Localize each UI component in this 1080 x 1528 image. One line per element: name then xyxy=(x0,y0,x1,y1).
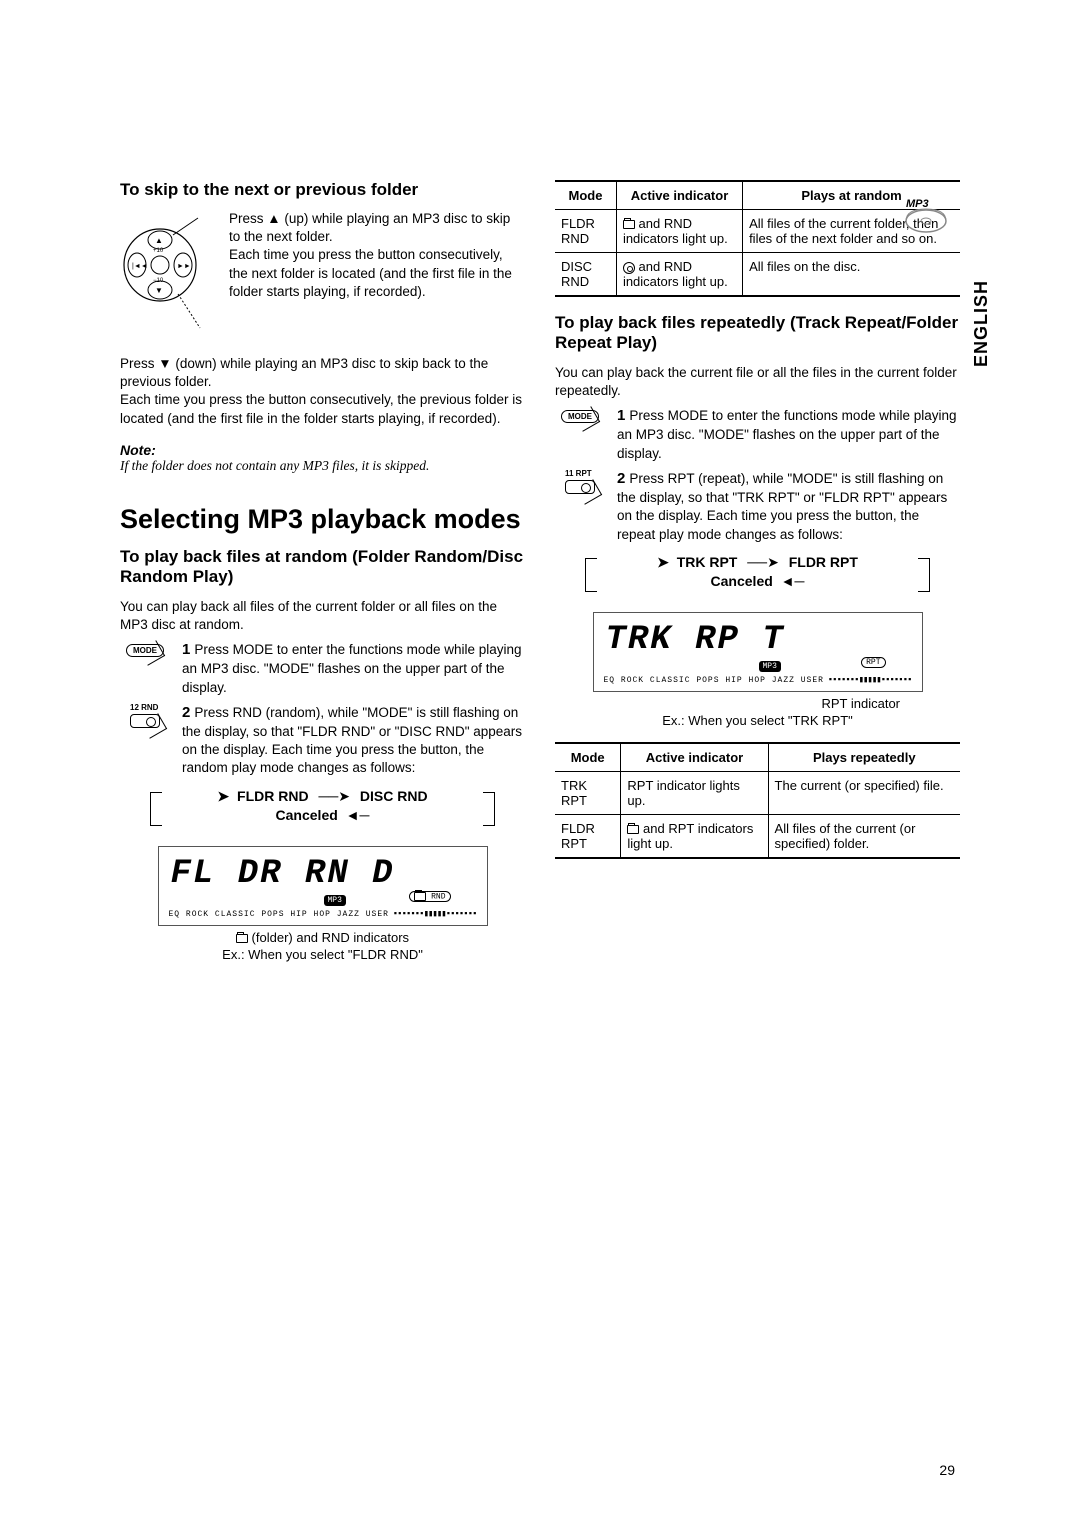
display-main-rpt: TRK RP T xyxy=(606,621,785,659)
right-column: Mode Active indicator Plays at random FL… xyxy=(555,180,960,962)
repeat-flow: ➤ TRK RPT ──➤ FLDR RPT Canceled ◄─ xyxy=(555,554,960,604)
flow-cancel-right: Canceled xyxy=(711,573,773,589)
t1-r0c0: FLDR RND xyxy=(555,210,616,253)
random-flow: ➤ FLDR RND ──➤ DISC RND Canceled ◄─ xyxy=(120,788,525,838)
t2-r1c1: and RPT indicators light up. xyxy=(621,814,768,858)
display-main-rnd: FL DR RN D xyxy=(171,855,395,893)
random-step1-text: Press MODE to enter the functions mode w… xyxy=(182,642,522,694)
note-text: If the folder does not contain any MP3 f… xyxy=(120,458,525,474)
flow-fldr-rnd: FLDR RND xyxy=(237,788,309,804)
skip-text-3: Press ▼ (down) while playing an MP3 disc… xyxy=(120,355,525,391)
t1-h2: Active indicator xyxy=(616,181,742,210)
display-dots-2: ▪▪▪▪▪▪▪▮▮▮▮▮▪▪▪▪▪▪▪ xyxy=(828,675,912,685)
t2-r0c1: RPT indicator lights up. xyxy=(621,771,768,814)
t2-r0c0: TRK RPT xyxy=(555,771,621,814)
repeat-step2-text: Press RPT (repeat), while "MODE" is stil… xyxy=(617,471,947,542)
t2-r1c0: FLDR RPT xyxy=(555,814,621,858)
display-mp3-badge-2: MP3 xyxy=(759,661,781,672)
t2-r1c2: All files of the current (or specified) … xyxy=(768,814,960,858)
btn12-label: 12 RND xyxy=(130,703,160,712)
random-step2-text: Press RND (random), while "MODE" is stil… xyxy=(182,705,522,776)
display-panel-rnd: FL DR RN D MP3 RND EQ ROCK CLASSIC POPS … xyxy=(158,846,488,926)
t1-r1c2: All files on the disc. xyxy=(743,253,960,297)
flow-cancel-left: Canceled xyxy=(276,807,338,823)
flow-disc-rnd: DISC RND xyxy=(360,788,428,804)
display-eq-row-2: EQ ROCK CLASSIC POPS HIP HOP JAZZ USER xyxy=(604,676,824,685)
display-dots: ▪▪▪▪▪▪▪▮▮▮▮▮▪▪▪▪▪▪▪ xyxy=(393,909,477,919)
display-rpt-indicator: RPT xyxy=(861,657,885,668)
t2-h3: Plays repeatedly xyxy=(768,743,960,772)
repeat-intro: You can play back the current file or al… xyxy=(555,364,960,400)
rnd-button-icon: 12 RND xyxy=(120,703,170,778)
main-heading: Selecting MP3 playback modes xyxy=(120,504,525,535)
repeat-step-1: MODE 1Press MODE to enter the functions … xyxy=(555,406,960,463)
flow-fldr-rpt: FLDR RPT xyxy=(789,554,858,570)
skip-text-2: Each time you press the button consecuti… xyxy=(229,246,525,301)
skip-heading: To skip to the next or previous folder xyxy=(120,180,525,200)
random-intro: You can play back all files of the curre… xyxy=(120,598,525,634)
mode-button-icon: MODE xyxy=(120,640,170,697)
page-content: To skip to the next or previous folder ▲… xyxy=(120,180,960,962)
svg-text:|◄◄: |◄◄ xyxy=(132,263,148,270)
language-tab: ENGLISH xyxy=(971,280,992,367)
t1-r1c0: DISC RND xyxy=(555,253,616,297)
svg-text:▲: ▲ xyxy=(155,236,163,245)
caption-rnd-2: Ex.: When you select "FLDR RND" xyxy=(120,947,525,962)
t1-r1c1: and RND indicators light up. xyxy=(616,253,742,297)
svg-text:+10: +10 xyxy=(153,248,164,254)
repeat-step-2: 11 RPT 2Press RPT (repeat), while "MODE"… xyxy=(555,469,960,544)
rpt-button-icon: 11 RPT xyxy=(555,469,605,544)
dpad-diagram: ▲ +10 ▼ −10 |◄◄ ►►| xyxy=(120,210,215,345)
svg-text:►►|: ►►| xyxy=(177,263,193,270)
display-eq-row: EQ ROCK CLASSIC POPS HIP HOP JAZZ USER xyxy=(169,910,389,919)
skip-text-4: Each time you press the button consecuti… xyxy=(120,391,525,427)
t1-h1: Mode xyxy=(555,181,616,210)
repeat-step1-text: Press MODE to enter the functions mode w… xyxy=(617,408,957,460)
repeat-heading: To play back files repeatedly (Track Rep… xyxy=(555,313,960,354)
svg-text:▼: ▼ xyxy=(155,286,163,295)
note-label: Note: xyxy=(120,442,525,458)
skip-text-1: Press ▲ (up) while playing an MP3 disc t… xyxy=(229,210,525,246)
display-mp3-badge: MP3 xyxy=(324,895,346,906)
skip-text-block: Press ▲ (up) while playing an MP3 disc t… xyxy=(229,210,525,345)
caption-rpt-2: Ex.: When you select "TRK RPT" xyxy=(555,713,960,728)
random-step-2: 12 RND 2Press RND (random), while "MODE"… xyxy=(120,703,525,778)
random-heading: To play back files at random (Folder Ran… xyxy=(120,547,525,588)
svg-text:MP3: MP3 xyxy=(906,198,929,210)
t1-r0c1: and RND indicators light up. xyxy=(616,210,742,253)
flow-trk-rpt: TRK RPT xyxy=(677,554,738,570)
display-rnd-indicator: RND xyxy=(409,891,450,903)
t2-h1: Mode xyxy=(555,743,621,772)
skip-section: ▲ +10 ▼ −10 |◄◄ ►►| Press ▲ (up) while p… xyxy=(120,210,525,345)
repeat-table: Mode Active indicator Plays repeatedly T… xyxy=(555,742,960,859)
mode-button-icon: MODE xyxy=(555,406,605,463)
btn11-label: 11 RPT xyxy=(565,469,595,478)
t2-h2: Active indicator xyxy=(621,743,768,772)
mp3-disc-icon: MP3 xyxy=(900,195,952,242)
t2-r0c2: The current (or specified) file. xyxy=(768,771,960,814)
page-number: 29 xyxy=(939,1462,955,1478)
caption-rpt-1: RPT indicator xyxy=(555,696,960,711)
random-step-1: MODE 1Press MODE to enter the functions … xyxy=(120,640,525,697)
display-panel-rpt: TRK RP T MP3 RPT EQ ROCK CLASSIC POPS HI… xyxy=(593,612,923,692)
svg-text:−10: −10 xyxy=(153,278,164,284)
left-column: To skip to the next or previous folder ▲… xyxy=(120,180,525,962)
caption-rnd-1: (folder) and RND indicators xyxy=(120,930,525,945)
